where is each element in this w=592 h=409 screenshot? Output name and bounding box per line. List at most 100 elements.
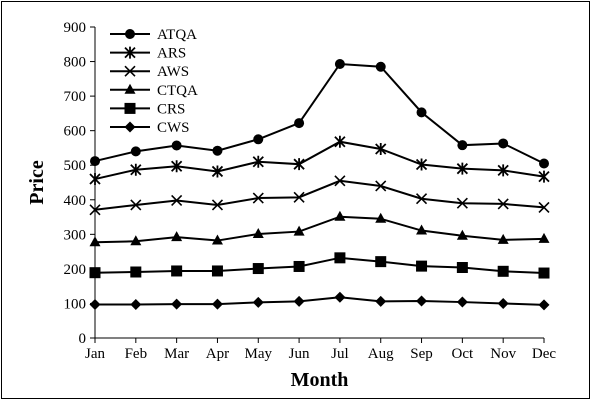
y-tick-label: 0 <box>79 331 87 347</box>
x-tick-label: Nov <box>490 346 516 362</box>
data-point <box>252 227 264 238</box>
data-point <box>130 298 142 310</box>
y-tick-label: 700 <box>64 89 87 105</box>
legend-label: ATQA <box>157 27 197 43</box>
series-atqa <box>90 58 549 169</box>
legend-marker <box>124 65 136 77</box>
data-point <box>375 180 387 192</box>
data-point <box>456 197 468 209</box>
series-aws <box>89 175 550 216</box>
y-tick-label: 800 <box>64 55 87 71</box>
data-point <box>375 142 387 155</box>
series-line <box>95 296 545 306</box>
y-tick-label: 600 <box>64 124 87 140</box>
data-point <box>130 235 142 246</box>
x-tick-label: Mar <box>164 346 189 362</box>
data-point <box>171 140 182 151</box>
data-point <box>293 158 305 171</box>
data-point <box>171 298 183 310</box>
data-point <box>252 155 264 168</box>
data-point <box>416 107 427 118</box>
data-point <box>252 192 264 204</box>
data-point <box>334 135 346 148</box>
data-point <box>415 193 428 205</box>
data-point <box>211 298 223 310</box>
data-point <box>130 266 142 278</box>
data-point <box>293 225 305 236</box>
series-line <box>94 62 545 165</box>
data-point <box>293 260 305 272</box>
y-axis-title: Price <box>26 160 48 205</box>
data-point <box>538 170 550 183</box>
x-tick-label: Apr <box>206 346 229 362</box>
legend-marker <box>124 46 136 59</box>
data-point <box>375 256 387 268</box>
data-point <box>130 146 141 157</box>
data-point <box>170 160 183 173</box>
data-point <box>375 212 387 223</box>
data-point <box>538 201 550 213</box>
data-point <box>294 118 305 129</box>
data-point <box>211 199 224 211</box>
data-point <box>538 267 550 279</box>
x-tick-label: Sep <box>410 346 433 362</box>
data-point <box>171 265 183 277</box>
legend: ATQA ARS AWS CTQA CRS CWS <box>110 27 198 136</box>
data-point <box>171 194 183 207</box>
data-point <box>457 140 468 151</box>
data-point <box>130 163 142 176</box>
data-point <box>211 165 224 178</box>
x-tick-label: May <box>245 346 273 362</box>
y-tick-label: 900 <box>64 20 87 36</box>
legend-entry: CTQA <box>110 83 198 99</box>
data-point <box>334 58 345 69</box>
legend-entry: CRS <box>110 101 185 117</box>
legend-entry: CWS <box>110 120 190 136</box>
data-point <box>416 295 428 307</box>
data-point <box>293 295 305 307</box>
series-line <box>94 140 545 181</box>
data-point <box>456 162 469 175</box>
data-point <box>539 158 549 169</box>
data-point <box>497 265 509 277</box>
x-tick-label: Dec <box>532 346 556 362</box>
series-line <box>94 179 545 211</box>
legend-marker <box>125 29 135 39</box>
x-tick-label: Oct <box>452 346 474 362</box>
y-tick-label: 200 <box>64 262 87 278</box>
y-tick-label: 500 <box>64 158 87 174</box>
legend-label: CTQA <box>157 83 198 99</box>
data-point <box>538 232 550 243</box>
data-point <box>334 291 346 303</box>
data-point <box>416 224 428 235</box>
x-tick-label: Jul <box>331 346 349 362</box>
data-point <box>538 299 550 311</box>
legend-marker <box>124 121 136 133</box>
data-point <box>375 61 386 72</box>
legend-label: CRS <box>157 101 185 117</box>
legend-label: CWS <box>157 120 190 136</box>
x-tick-label: Aug <box>368 346 394 362</box>
x-tick-label: Feb <box>125 346 148 362</box>
data-point <box>497 297 509 309</box>
x-axis-title: Month <box>291 369 349 391</box>
data-point <box>293 191 305 203</box>
data-point <box>497 198 509 210</box>
y-tick-label: 400 <box>64 193 87 209</box>
legend-entry: AWS <box>110 64 189 80</box>
data-point <box>416 260 428 272</box>
data-point <box>415 158 428 171</box>
data-point <box>375 295 387 307</box>
data-point <box>497 233 509 244</box>
data-point <box>211 234 223 245</box>
legend-label: AWS <box>157 64 189 80</box>
data-point <box>252 263 264 275</box>
series-cws <box>89 291 550 311</box>
data-point <box>456 262 468 274</box>
y-tick-label: 100 <box>64 296 87 312</box>
data-point <box>497 164 509 177</box>
data-point <box>252 296 264 308</box>
data-point <box>334 175 346 187</box>
legend-marker <box>124 83 136 94</box>
